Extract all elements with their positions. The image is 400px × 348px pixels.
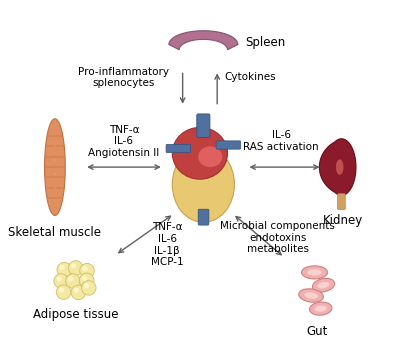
Text: Adipose tissue: Adipose tissue <box>33 308 118 321</box>
Text: Microbial components
endotoxins
metabolites: Microbial components endotoxins metaboli… <box>220 221 335 254</box>
Ellipse shape <box>82 266 88 271</box>
Text: Pro-inflammatory
splenocytes: Pro-inflammatory splenocytes <box>78 66 170 88</box>
Polygon shape <box>169 31 238 50</box>
Ellipse shape <box>312 278 334 292</box>
Ellipse shape <box>310 302 332 315</box>
Ellipse shape <box>57 262 72 277</box>
Text: TNF-α
IL-6
IL-1β
MCP-1: TNF-α IL-6 IL-1β MCP-1 <box>151 222 184 267</box>
Ellipse shape <box>68 261 83 275</box>
Ellipse shape <box>54 274 68 288</box>
Ellipse shape <box>307 269 322 276</box>
FancyBboxPatch shape <box>338 194 345 209</box>
Ellipse shape <box>336 159 344 175</box>
Ellipse shape <box>172 147 234 222</box>
Ellipse shape <box>74 288 79 293</box>
Ellipse shape <box>302 266 328 279</box>
Ellipse shape <box>172 127 228 179</box>
Ellipse shape <box>66 274 80 288</box>
Ellipse shape <box>60 265 65 270</box>
Ellipse shape <box>68 276 73 282</box>
Ellipse shape <box>71 263 76 268</box>
Polygon shape <box>319 139 356 196</box>
Ellipse shape <box>82 281 96 295</box>
Text: TNF-α
IL-6
Angiotensin II: TNF-α IL-6 Angiotensin II <box>88 125 160 158</box>
Ellipse shape <box>71 285 86 300</box>
Text: Skeletal muscle: Skeletal muscle <box>8 226 102 239</box>
Text: Kidney: Kidney <box>323 214 363 227</box>
Ellipse shape <box>80 263 94 278</box>
Ellipse shape <box>315 306 327 312</box>
Text: Gut: Gut <box>306 325 328 338</box>
Ellipse shape <box>56 276 62 282</box>
FancyBboxPatch shape <box>198 209 209 225</box>
FancyBboxPatch shape <box>216 141 241 149</box>
Ellipse shape <box>82 276 87 281</box>
Ellipse shape <box>304 292 318 299</box>
FancyBboxPatch shape <box>166 144 190 152</box>
Ellipse shape <box>84 283 89 288</box>
Ellipse shape <box>59 287 64 293</box>
Polygon shape <box>44 119 65 215</box>
Ellipse shape <box>299 289 324 302</box>
Ellipse shape <box>198 147 222 167</box>
Text: Cytokines: Cytokines <box>224 72 276 82</box>
Ellipse shape <box>318 282 330 288</box>
Text: Spleen: Spleen <box>245 36 285 49</box>
Ellipse shape <box>80 273 94 287</box>
FancyBboxPatch shape <box>197 114 210 137</box>
Ellipse shape <box>56 285 71 299</box>
Text: IL-6
RAS activation: IL-6 RAS activation <box>243 130 319 152</box>
